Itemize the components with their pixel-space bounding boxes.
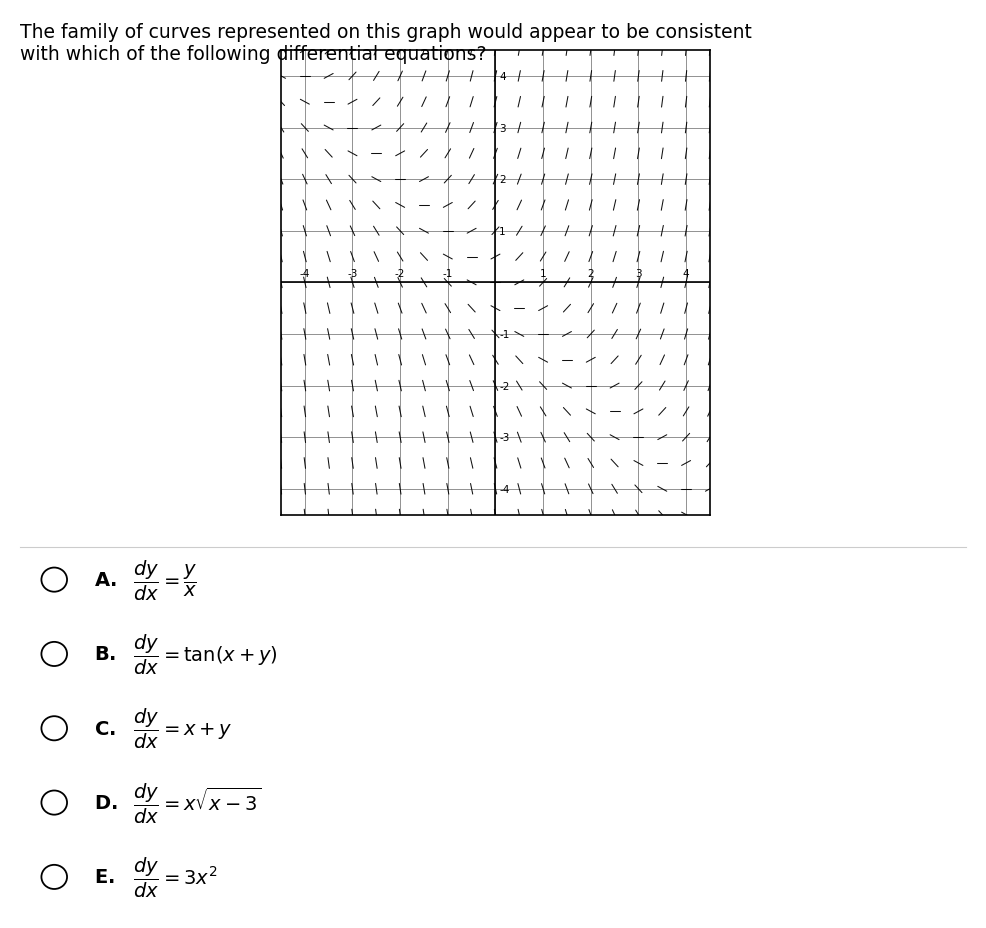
Text: 3: 3 [499, 123, 506, 134]
Text: $\dfrac{dy}{dx} = x\sqrt{x - 3}$: $\dfrac{dy}{dx} = x\sqrt{x - 3}$ [133, 780, 261, 825]
Text: -3: -3 [499, 432, 510, 443]
Text: 4: 4 [499, 71, 506, 82]
Text: -2: -2 [395, 269, 405, 279]
Text: $\mathbf{D.}$: $\mathbf{D.}$ [94, 793, 117, 812]
Text: 4: 4 [682, 269, 689, 279]
Text: -4: -4 [499, 484, 510, 495]
Text: 2: 2 [499, 175, 506, 185]
Text: -1: -1 [499, 329, 510, 340]
Text: $\mathbf{C.}$: $\mathbf{C.}$ [94, 719, 115, 738]
Text: $\dfrac{dy}{dx} = 3x^2$: $\dfrac{dy}{dx} = 3x^2$ [133, 855, 218, 899]
Text: -1: -1 [443, 269, 453, 279]
Text: -4: -4 [300, 269, 310, 279]
Text: 1: 1 [539, 269, 546, 279]
Text: -3: -3 [347, 269, 358, 279]
Text: $\mathbf{E.}$: $\mathbf{E.}$ [94, 868, 114, 886]
Text: $\dfrac{dy}{dx} = \dfrac{y}{x}$: $\dfrac{dy}{dx} = \dfrac{y}{x}$ [133, 558, 197, 602]
Text: $\mathbf{B.}$: $\mathbf{B.}$ [94, 645, 116, 664]
Text: 1: 1 [499, 226, 506, 237]
Text: $\dfrac{dy}{dx} = \tan(x + y)$: $\dfrac{dy}{dx} = \tan(x + y)$ [133, 632, 278, 677]
Text: The family of curves represented on this graph would appear to be consistent
wit: The family of curves represented on this… [20, 23, 751, 64]
Text: -2: -2 [499, 381, 510, 391]
Text: $\mathbf{A.}$: $\mathbf{A.}$ [94, 571, 116, 589]
Text: 2: 2 [588, 269, 595, 279]
Text: $\dfrac{dy}{dx} = x + y$: $\dfrac{dy}{dx} = x + y$ [133, 706, 233, 751]
Text: 3: 3 [635, 269, 642, 279]
